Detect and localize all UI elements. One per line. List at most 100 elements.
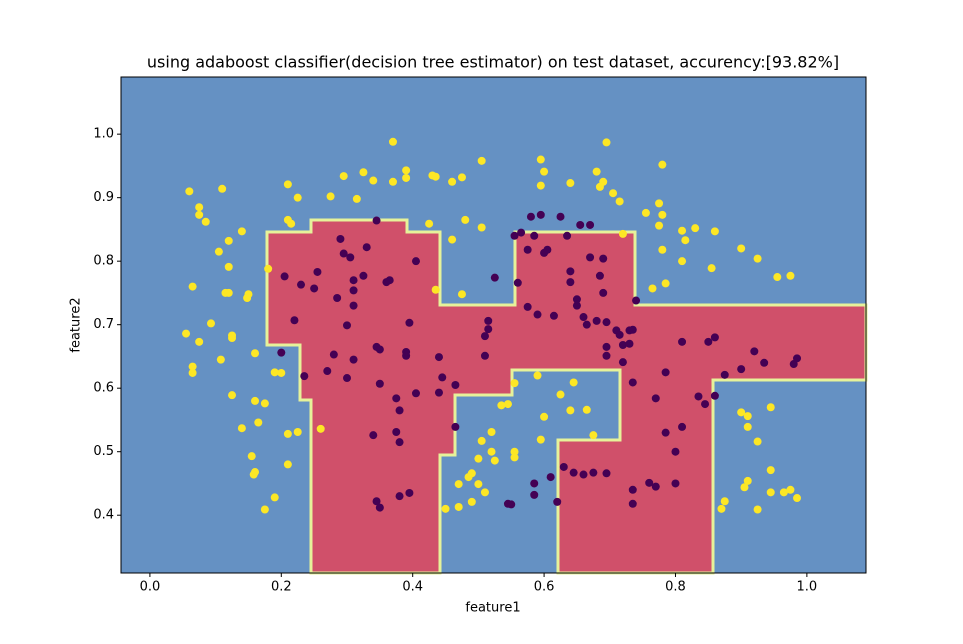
data-point	[411, 257, 420, 266]
data-point	[641, 208, 650, 217]
data-point	[628, 485, 637, 494]
data-point	[395, 438, 404, 447]
data-point	[277, 368, 286, 377]
y-tick-label: 0.6	[93, 381, 114, 396]
data-point	[566, 267, 575, 276]
data-point	[349, 276, 358, 285]
data-point	[592, 167, 601, 176]
data-point	[270, 368, 279, 377]
data-point	[342, 321, 351, 330]
data-point	[336, 234, 345, 243]
data-point	[346, 253, 355, 262]
y-tick-label: 0.7	[93, 317, 114, 332]
data-point	[566, 179, 575, 188]
data-point	[369, 176, 378, 185]
data-point	[372, 216, 381, 225]
data-point	[694, 392, 703, 401]
data-point	[645, 478, 654, 487]
data-point	[599, 177, 608, 186]
data-point	[451, 422, 460, 431]
data-point	[260, 399, 269, 408]
data-point	[293, 193, 302, 202]
data-point	[287, 219, 296, 228]
data-point	[405, 488, 414, 497]
data-point	[362, 243, 371, 252]
data-point	[283, 180, 292, 189]
data-point	[766, 403, 775, 412]
data-point	[451, 381, 460, 390]
data-point	[480, 488, 489, 497]
data-point	[586, 253, 595, 262]
data-point	[760, 358, 769, 367]
data-point	[411, 389, 420, 398]
x-tick-label: 0.4	[402, 580, 423, 595]
data-point	[497, 401, 506, 410]
data-point	[779, 488, 788, 497]
data-point	[533, 371, 542, 380]
data-point	[484, 325, 493, 334]
data-point	[589, 468, 598, 477]
data-point	[517, 228, 526, 237]
data-point	[753, 437, 762, 446]
data-point	[392, 428, 401, 437]
data-point	[530, 490, 539, 499]
data-point	[540, 412, 549, 421]
data-point	[582, 405, 591, 414]
data-point	[720, 497, 729, 506]
data-point	[793, 354, 802, 363]
data-point	[375, 379, 384, 388]
data-point	[628, 499, 637, 508]
data-point	[661, 368, 670, 377]
data-point	[457, 290, 466, 299]
data-point	[628, 325, 637, 334]
data-point	[602, 469, 611, 478]
data-point	[661, 279, 670, 288]
data-point	[333, 294, 342, 303]
data-point	[523, 302, 532, 311]
data-point	[615, 197, 624, 206]
data-point	[743, 412, 752, 421]
data-point	[316, 424, 325, 433]
data-point	[224, 288, 233, 297]
data-point	[543, 245, 552, 254]
data-point	[283, 429, 292, 438]
data-point	[592, 316, 601, 325]
data-point	[392, 394, 401, 403]
data-point	[540, 167, 549, 176]
data-point	[737, 408, 746, 417]
data-point	[549, 311, 558, 320]
data-point	[503, 400, 512, 409]
data-point	[586, 220, 595, 229]
data-point	[786, 485, 795, 494]
data-point	[185, 187, 194, 196]
data-point	[566, 406, 575, 415]
data-point	[671, 447, 680, 456]
data-point	[188, 368, 197, 377]
data-point	[254, 418, 263, 427]
x-tick-label: 1.0	[797, 580, 818, 595]
data-point	[454, 480, 463, 489]
data-point	[369, 431, 378, 440]
data-point	[579, 470, 588, 479]
data-point	[655, 199, 664, 208]
x-tick-label: 0.6	[534, 580, 555, 595]
data-point	[359, 168, 368, 177]
data-point	[349, 355, 358, 364]
data-point	[207, 319, 216, 328]
data-point	[249, 470, 258, 479]
data-point	[431, 172, 440, 181]
x-tick-label: 0.8	[665, 580, 686, 595]
data-point	[402, 166, 411, 175]
data-point	[648, 284, 657, 293]
data-point	[576, 220, 585, 229]
data-point	[737, 244, 746, 253]
points	[182, 137, 802, 514]
data-point	[510, 447, 519, 456]
data-point	[251, 396, 260, 405]
data-point	[753, 254, 762, 263]
data-point	[237, 227, 246, 236]
y-axis-label: feature2	[69, 297, 84, 352]
data-point	[678, 226, 687, 235]
y-tick-label: 0.9	[93, 190, 114, 205]
